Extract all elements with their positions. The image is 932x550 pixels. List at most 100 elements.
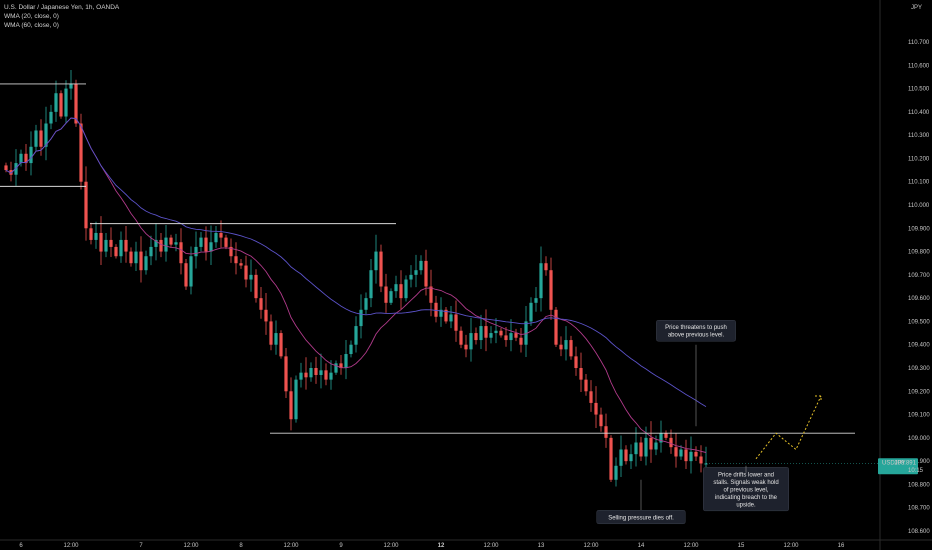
x-tick-label: 16 <box>838 543 845 549</box>
candle-body <box>94 232 98 240</box>
candle-body <box>334 363 338 373</box>
candle-body <box>269 321 273 345</box>
x-tick-label: 15 <box>738 543 745 549</box>
x-tick-label: 12:00 <box>683 543 699 549</box>
candle-body <box>544 263 548 271</box>
candle-body <box>669 437 673 448</box>
x-tick-label: 14 <box>638 543 645 549</box>
candle-body <box>69 83 73 89</box>
candle-body <box>489 333 493 338</box>
candle-body <box>579 368 583 380</box>
y-tick-label: 108.900 <box>908 459 930 465</box>
y-tick-label: 108.600 <box>908 529 930 535</box>
candle-body <box>294 379 298 420</box>
annotation-text: stalls. Signals weak hold <box>713 480 778 486</box>
candle-body <box>524 321 528 345</box>
candle-body <box>519 337 523 345</box>
candle-body <box>469 333 473 350</box>
x-tick-label: 6 <box>19 543 23 549</box>
y-tick-label: 109.400 <box>908 343 930 349</box>
candle-body <box>339 363 343 368</box>
candle-body <box>434 302 438 317</box>
candle-body <box>624 449 628 462</box>
candle-body <box>419 260 423 271</box>
candle-body <box>629 454 633 462</box>
candle-body <box>614 465 618 480</box>
projection-path <box>755 395 822 460</box>
y-tick-label: 108.700 <box>908 506 930 512</box>
candle-body <box>169 237 173 245</box>
candle-body <box>424 260 428 287</box>
candle-body <box>374 251 378 271</box>
candle-body <box>399 284 403 299</box>
candle-body <box>499 330 503 336</box>
candle-body <box>429 286 433 303</box>
candle-body <box>589 391 593 403</box>
candle-body <box>159 239 163 252</box>
candle-body <box>699 456 703 464</box>
candle-body <box>364 298 368 310</box>
candle-body <box>14 163 18 175</box>
candle-body <box>84 181 88 229</box>
candle-body <box>109 239 113 247</box>
wma-20-legend: WMA (20, close, 0) <box>4 13 59 20</box>
candle-body <box>379 251 383 287</box>
candle-body <box>314 368 318 375</box>
wma-60-line <box>5 117 707 407</box>
annotation-text: of previous level, <box>723 487 768 493</box>
annotation-callout: Price drifts lower and stalls. Signals we… <box>703 467 789 512</box>
x-tick-label: 12:00 <box>483 543 499 549</box>
x-tick-label: 9 <box>339 543 343 549</box>
candle-body <box>179 242 183 264</box>
annotation-box <box>656 319 736 342</box>
candle-body <box>534 298 538 303</box>
candle-body <box>679 449 683 457</box>
candle-body <box>654 442 658 450</box>
wma-60-legend: WMA (60, close, 0) <box>4 22 59 29</box>
price-badge-countdown: 10:15 <box>908 468 924 474</box>
x-tick-label: 12:00 <box>283 543 299 549</box>
x-tick-label: 12:00 <box>183 543 199 549</box>
annotation-callout: Price threatens to push above previous le… <box>656 319 736 342</box>
y-tick-label: 110.700 <box>908 40 930 46</box>
candle-body <box>344 354 348 368</box>
candle-body <box>219 232 223 238</box>
y-tick-label: 109.700 <box>908 273 930 279</box>
candle-body <box>204 237 208 252</box>
annotation-text: above previous level. <box>668 333 725 339</box>
candle-body <box>19 153 23 164</box>
candle-body <box>274 333 278 345</box>
candle-body <box>114 246 118 257</box>
x-tick-label: 8 <box>239 543 243 549</box>
candles-group <box>4 69 708 487</box>
candle-body <box>384 286 388 303</box>
candle-body <box>394 284 398 292</box>
y-tick-label: 110.400 <box>908 110 930 116</box>
candle-body <box>349 344 353 355</box>
candle-body <box>354 326 358 345</box>
candle-body <box>464 344 468 350</box>
candle-body <box>389 291 393 303</box>
candle-body <box>649 437 653 450</box>
candle-body <box>244 265 248 280</box>
annotation-text: Price threatens to push <box>665 325 727 331</box>
candle-body <box>129 251 133 264</box>
candle-body <box>89 228 93 240</box>
candle-body <box>454 314 458 331</box>
y-tick-label: 109.900 <box>908 226 930 232</box>
candle-body <box>74 83 78 124</box>
candle-body <box>119 239 123 257</box>
candle-body <box>559 344 563 350</box>
candle-body <box>229 246 233 257</box>
candle-body <box>99 232 103 252</box>
candle-body <box>289 391 293 420</box>
candle-body <box>29 146 33 164</box>
candle-body <box>24 153 28 164</box>
candle-body <box>584 379 588 392</box>
y-tick-label: 109.300 <box>908 366 930 372</box>
candle-body <box>569 340 573 357</box>
annotation-text: upside. <box>736 502 756 508</box>
candle-body <box>284 356 288 392</box>
x-tick-label: 12 <box>438 543 445 549</box>
